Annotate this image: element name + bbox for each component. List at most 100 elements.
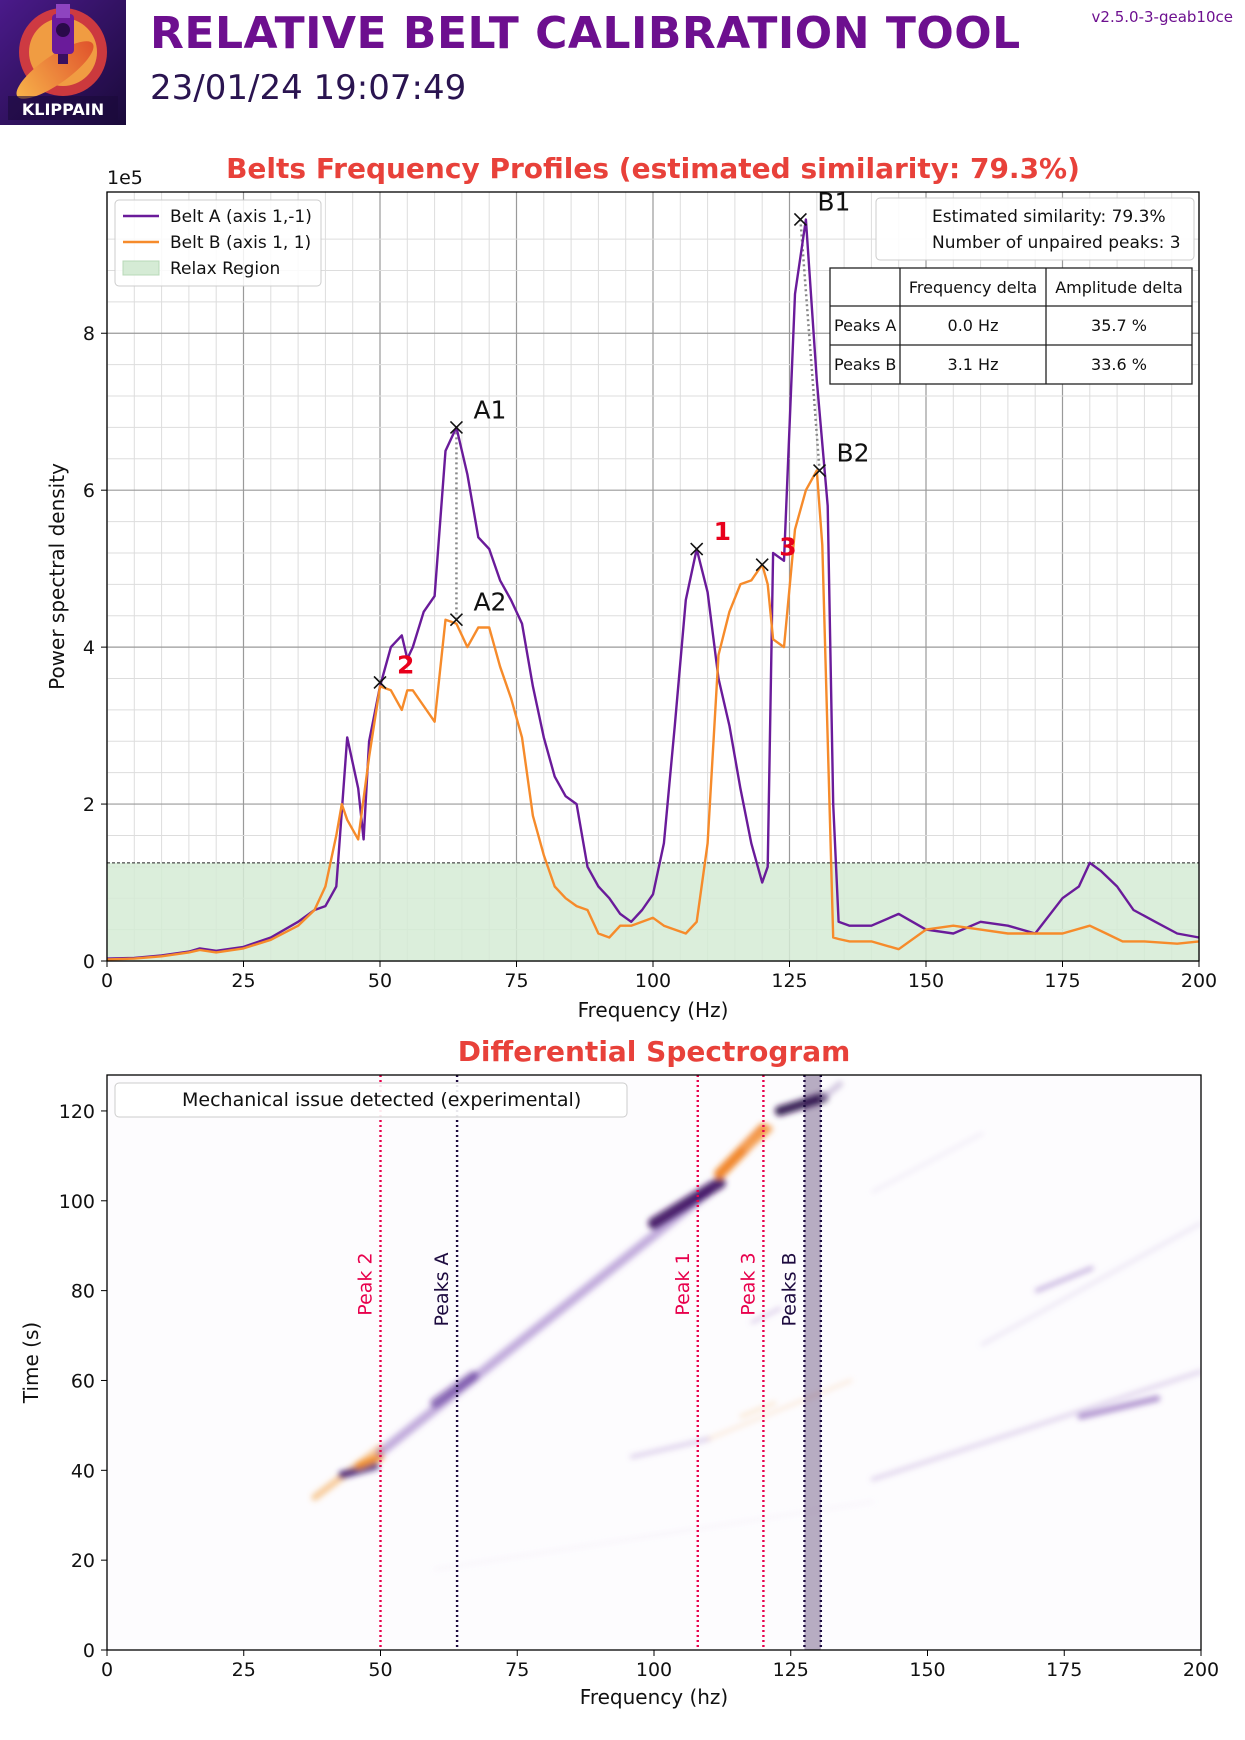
table-cell: Peaks A: [834, 316, 896, 335]
psd-chart-title: Belts Frequency Profiles (estimated simi…: [226, 152, 1080, 185]
x-tick-label: 75: [504, 970, 528, 992]
peak-label-a1: A1: [473, 395, 506, 424]
x-tick-label: 0: [101, 970, 113, 992]
x-tick-label: 150: [909, 1659, 945, 1681]
spectrogram-streak: [355, 1453, 384, 1470]
spectrogram-streak: [750, 1306, 782, 1325]
y-tick-label: 0: [83, 1640, 95, 1662]
peak-marker-a2: [449, 613, 464, 627]
y-tick-label: 4: [83, 637, 95, 659]
y-tick-label: 60: [71, 1370, 95, 1392]
unpaired-peak-label-2: 2: [397, 650, 414, 679]
peak-marker-stroke: [755, 558, 769, 572]
peak-marker-b2: [812, 464, 827, 478]
unpaired-peak-label-1: 1: [714, 517, 731, 546]
x-tick-label: 25: [232, 1659, 256, 1681]
x-tick-label: 125: [773, 1659, 809, 1681]
peak-marker-stroke: [449, 420, 464, 434]
spectrogram-streak: [820, 1080, 843, 1101]
table-frame: [829, 267, 1193, 385]
y-tick-label: 2: [83, 794, 95, 816]
peak-pair-connector-b: [799, 219, 821, 471]
peak-marker-stroke: [793, 212, 807, 227]
x-tick-label: 0: [101, 1659, 113, 1681]
x-tick-label: 50: [368, 970, 392, 992]
legend-box: [114, 199, 322, 287]
y-tick-label: 40: [71, 1460, 95, 1482]
x-tick-label: 175: [1046, 1659, 1082, 1681]
unpaired-peak-label-3: 3: [779, 533, 796, 562]
psd-x-axis-label: Frequency (Hz): [578, 998, 729, 1022]
legend-label: Relax Region: [170, 259, 280, 279]
x-tick-label: 200: [1181, 970, 1217, 992]
spectrogram-streak: [630, 1436, 711, 1459]
vline-label-peak-2: Peak 2: [355, 1252, 377, 1315]
peaks-table: Frequency delta Amplitude delta Peaks A 0.0…: [829, 267, 1193, 385]
x-tick-label: 50: [368, 1659, 392, 1681]
spectrogram-legend-text: Mechanical issue detected (experimental): [182, 1089, 581, 1111]
peak-marker-stroke: [812, 464, 827, 478]
spectrogram-streak: [774, 1092, 829, 1116]
y-tick-label: 100: [59, 1191, 95, 1213]
info-box-frame: [875, 197, 1195, 261]
table-cell: 3.1 Hz: [948, 355, 999, 374]
spectrogram-legend-box: [114, 1082, 628, 1118]
spectrogram-streak: [434, 1500, 874, 1571]
app-version: v2.5.0-3-geab10ce: [1091, 8, 1233, 26]
x-tick-label: 200: [1183, 1659, 1219, 1681]
table-header-cell: Amplitude delta: [1055, 278, 1183, 297]
x-tick-label: 175: [1044, 970, 1080, 992]
peak-label-a2: A2: [473, 588, 506, 617]
relax-region: [107, 862, 1199, 961]
spectrogram-streak: [1077, 1395, 1161, 1420]
peak-marker-stroke: [690, 542, 704, 556]
spectrogram-streak: [739, 1400, 777, 1419]
peak-label-b2: B2: [837, 439, 870, 468]
logo-text: KLIPPAIN: [22, 100, 104, 119]
psd-legend: Belt A (axis 1,-1) Belt B (axis 1, 1) Rela…: [114, 199, 322, 287]
peaks-b-region: [804, 1075, 821, 1650]
table-cell: 0.0 Hz: [948, 316, 999, 335]
y-tick-label: 8: [83, 323, 95, 345]
x-tick-label: 150: [908, 970, 944, 992]
peak-marker-stroke: [373, 675, 387, 689]
x-tick-label: 100: [635, 970, 671, 992]
spectrogram-streak: [742, 1124, 773, 1151]
spectrogram-title: Differential Spectrogram: [458, 1035, 851, 1068]
table-cell: Peaks B: [834, 355, 896, 374]
psd-y-axis-label: Power spectral density: [45, 463, 69, 690]
table-header-cell: Frequency delta: [909, 278, 1037, 297]
vline-label-peak-1: Peak 1: [672, 1252, 694, 1315]
y-tick-label: 80: [71, 1281, 95, 1303]
unpaired-peak-marker-1: [690, 542, 704, 556]
vline-label-peaks-b: Peaks B: [778, 1252, 800, 1326]
spectrogram-streak: [707, 1378, 853, 1441]
vline-label-peak-3: Peak 3: [737, 1252, 759, 1315]
x-tick-label: 25: [231, 970, 255, 992]
spectrogram-streak: [870, 1369, 1201, 1482]
legend-label: Belt B (axis 1, 1): [170, 233, 311, 253]
peak-marker-a1: [449, 420, 464, 434]
app-timestamp: 23/01/24 19:07:49: [150, 68, 467, 108]
y-axis-multiplier: 1e5: [107, 167, 143, 189]
x-tick-label: 125: [771, 970, 807, 992]
legend-label: Belt A (axis 1,-1): [170, 207, 312, 227]
klippain-logo: KLIPPAIN: [0, 0, 126, 125]
y-tick-label: 20: [71, 1550, 95, 1572]
spectrogram-streak: [1034, 1266, 1094, 1293]
unpaired-peak-marker-3: [755, 558, 769, 572]
spectrogram-streak: [376, 1187, 714, 1457]
x-tick-label: 100: [636, 1659, 672, 1681]
series-line-belt-b: [106, 469, 1200, 961]
spectrogram-streak: [338, 1461, 380, 1479]
spectrogram-x-axis-label: Frequency (hz): [580, 1685, 728, 1709]
unpaired-peak-marker-2: [373, 675, 387, 689]
spectrogram-streak: [648, 1176, 726, 1230]
y-tick-label: 6: [83, 480, 95, 502]
spectrogram-streak: [871, 1131, 984, 1194]
spectrogram-y-axis-label: Time (s): [19, 1322, 43, 1404]
table-cell: 35.7 %: [1091, 316, 1147, 335]
spectrogram-streak: [980, 1221, 1201, 1347]
y-tick-label: 120: [59, 1101, 95, 1123]
